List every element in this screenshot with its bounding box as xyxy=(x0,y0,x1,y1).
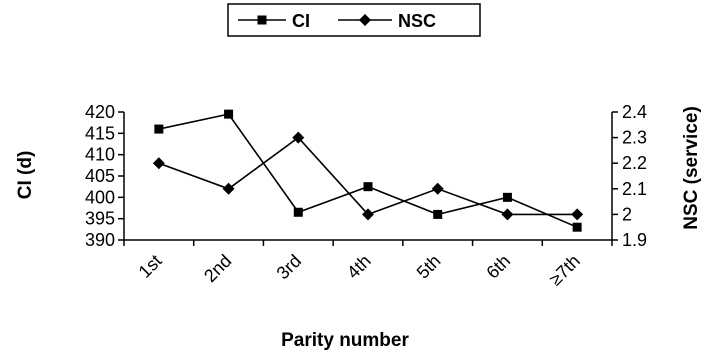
series-layer xyxy=(152,109,584,232)
data-point-square xyxy=(502,192,512,202)
data-point-square xyxy=(224,109,234,119)
x-axis-title: Parity number xyxy=(281,330,409,351)
y-right-tick-label: 1.9 xyxy=(622,230,647,250)
axes xyxy=(118,111,618,246)
x-tick-label: 6th xyxy=(482,251,514,283)
data-point-square xyxy=(293,207,303,217)
data-point-square xyxy=(572,222,582,232)
x-tick-label: 5th xyxy=(413,251,445,283)
y-right-tick-label: 2.3 xyxy=(622,128,647,148)
legend-item-ci: CI xyxy=(238,11,310,31)
y-right-tick-label: 2 xyxy=(622,204,632,224)
y-left-tick-label: 415 xyxy=(85,123,115,143)
y-left-tick-label: 395 xyxy=(85,209,115,229)
data-point-diamond xyxy=(571,208,584,221)
y-axis-left-title: CI (d) xyxy=(15,151,36,200)
y-left-tick-label: 400 xyxy=(85,187,115,207)
data-point-diamond xyxy=(501,208,514,221)
y-right-tick-label: 2.2 xyxy=(622,153,647,173)
data-point-square xyxy=(154,124,164,134)
series-line xyxy=(158,136,578,216)
data-point-diamond xyxy=(431,182,444,195)
x-tick-label: ≥7th xyxy=(545,251,584,290)
data-point-square xyxy=(433,209,443,219)
y-right-tick-label: 2.1 xyxy=(622,179,647,199)
y-left-tick-label: 410 xyxy=(85,145,115,165)
data-point-square xyxy=(363,182,373,192)
y-right-tick-label: 2.4 xyxy=(622,102,647,122)
x-tick-label: 1st xyxy=(135,251,166,282)
data-point-diamond xyxy=(222,182,235,195)
data-point-diamond xyxy=(152,157,165,170)
series-ci xyxy=(154,109,582,232)
y-left-tick-label: 420 xyxy=(85,102,115,122)
x-tick-label: 2nd xyxy=(200,251,235,286)
data-point-diamond xyxy=(292,131,305,144)
x-tick-label: 4th xyxy=(343,251,375,283)
series-nsc xyxy=(152,131,584,221)
x-tick-label: 3rd xyxy=(273,251,306,284)
legend: CI NSC xyxy=(227,3,481,37)
y-axis-right-title: NSC (service) xyxy=(681,106,702,230)
legend-label: CI xyxy=(292,11,310,31)
legend-item-nsc: NSC xyxy=(338,11,436,31)
data-point-diamond xyxy=(362,208,374,221)
legend-label: NSC xyxy=(398,11,436,31)
legend-marker-diamond xyxy=(359,14,371,26)
legend-marker-square xyxy=(257,15,267,25)
y-left-tick-label: 405 xyxy=(85,166,115,186)
y-left-tick-label: 390 xyxy=(85,230,115,250)
